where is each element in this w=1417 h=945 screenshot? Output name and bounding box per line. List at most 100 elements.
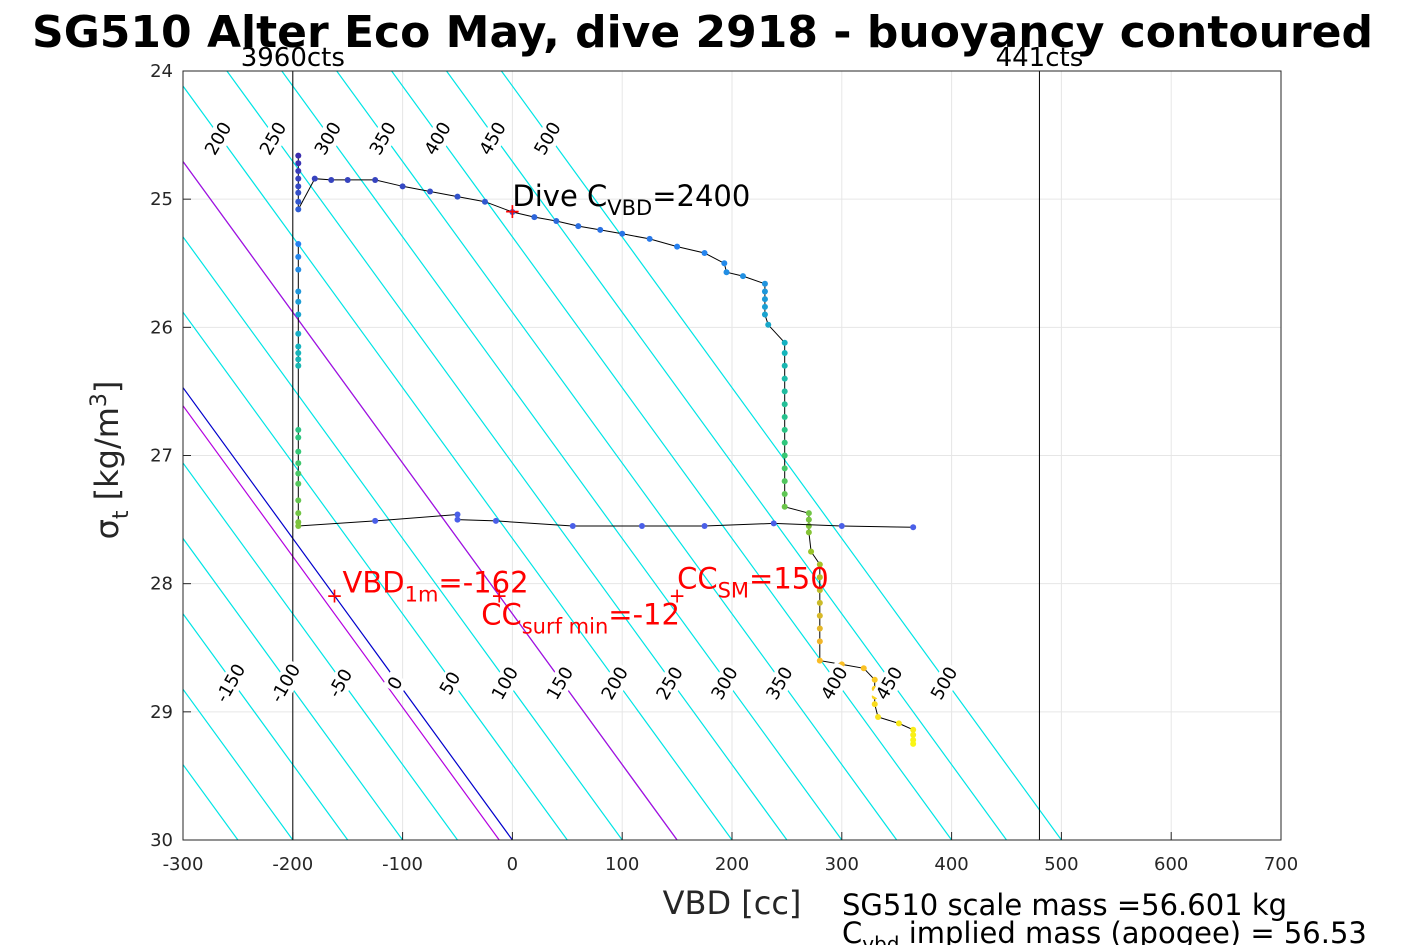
annotation-marker: + [504, 199, 521, 223]
data-point [761, 288, 768, 295]
data-point [721, 260, 728, 267]
data-point [597, 226, 604, 233]
contour-line [336, 71, 898, 840]
data-point [295, 288, 302, 295]
data-point [701, 522, 708, 529]
contour-label-bg [706, 661, 744, 706]
data-point [781, 349, 788, 356]
data-point [781, 388, 788, 395]
data-point [816, 587, 823, 594]
data-point [372, 176, 379, 183]
data-point [816, 599, 823, 606]
data-point [311, 175, 318, 182]
contour-line [446, 71, 1007, 840]
data-point [781, 375, 788, 382]
data-point [761, 280, 768, 287]
data-point [454, 511, 461, 518]
annotation-marker: + [669, 583, 686, 607]
data-point [295, 167, 302, 174]
annotation-dive-cvbd: Dive CVBD=2400 [512, 179, 750, 220]
data-point [816, 638, 823, 645]
data-point [910, 726, 917, 733]
contour-line [226, 71, 788, 840]
contour-line [183, 235, 623, 840]
y-tick-label: 27 [150, 446, 173, 467]
data-point [781, 465, 788, 472]
data-point [781, 414, 788, 421]
data-point [295, 480, 302, 487]
scale-mass-text: SG510 scale mass =56.601 kg [842, 888, 1287, 922]
data-point [295, 152, 302, 159]
contour-label-bg [651, 661, 689, 706]
data-point [295, 426, 302, 433]
contour-label-bg [434, 666, 467, 701]
implied-mass-text: Cvbd implied mass (apogee) = 56.53 [842, 916, 1367, 945]
data-point [295, 356, 302, 363]
data-point [816, 574, 823, 581]
data-point [295, 510, 302, 517]
x-tick-label: 700 [1264, 854, 1298, 875]
contour-label-bg [364, 116, 402, 161]
data-series [295, 152, 917, 747]
annotation-cc-sm: CCSM=150 [677, 561, 829, 602]
data-point [646, 235, 653, 242]
data-point [295, 253, 302, 260]
data-point [481, 198, 488, 205]
data-point [805, 516, 812, 523]
contour-line [183, 311, 568, 840]
x-tick-label: 0 [507, 854, 518, 875]
data-point [860, 665, 867, 672]
x-tick-label: -100 [382, 854, 423, 875]
data-point [295, 198, 302, 205]
data-point [295, 241, 302, 248]
data-point [781, 503, 788, 510]
annotation-cc-surf-min: CCsurf min=-12 [481, 597, 680, 638]
data-point [761, 311, 768, 318]
data-point [399, 183, 406, 190]
data-point [509, 208, 516, 215]
data-point [781, 452, 788, 459]
data-point [816, 612, 823, 619]
count-limit-lines [292, 71, 1040, 840]
data-point [910, 731, 917, 738]
contour-label-bg [419, 116, 457, 161]
contour-line [183, 462, 458, 840]
data-point [295, 183, 302, 190]
data-point [816, 561, 823, 568]
contour-line [183, 688, 294, 840]
data-point [674, 243, 681, 250]
annotations: +Dive CVBD=2400+ VBD1m=-162+CCsurf min=-1… [326, 179, 829, 639]
contour-label-bg [265, 658, 307, 709]
data-point [575, 223, 582, 230]
data-point [295, 330, 302, 337]
contour-label-bg [199, 116, 238, 161]
y-axis-label: σt [kg/m3] [87, 381, 134, 540]
data-point [638, 522, 645, 529]
highlight-contour-line [183, 160, 678, 840]
contour-label-bg [486, 661, 525, 706]
x-tick-label: 200 [715, 854, 749, 875]
data-point [295, 460, 302, 467]
data-point [910, 524, 917, 531]
data-point [295, 206, 302, 213]
data-point [492, 517, 499, 524]
data-point [838, 522, 845, 529]
data-point [295, 470, 302, 477]
data-point [816, 657, 823, 664]
data-point [295, 434, 302, 441]
y-tick-label: 28 [150, 574, 173, 595]
x-tick-label: -200 [272, 854, 313, 875]
contour-line [500, 71, 1062, 840]
contour-label-bg [871, 661, 909, 706]
contour-line [183, 85, 733, 840]
data-point [569, 522, 576, 529]
count-labels: 3960cts 441cts [241, 43, 1084, 73]
annotation-vbd-1m: VBD1m=-162 [343, 565, 529, 606]
data-point [761, 296, 768, 303]
contour-label-bg [254, 116, 293, 161]
data-point [781, 362, 788, 369]
data-point [295, 266, 302, 273]
contour-line [183, 612, 349, 840]
x-tick-label: -300 [163, 854, 204, 875]
annotation-marker: + [491, 583, 508, 607]
